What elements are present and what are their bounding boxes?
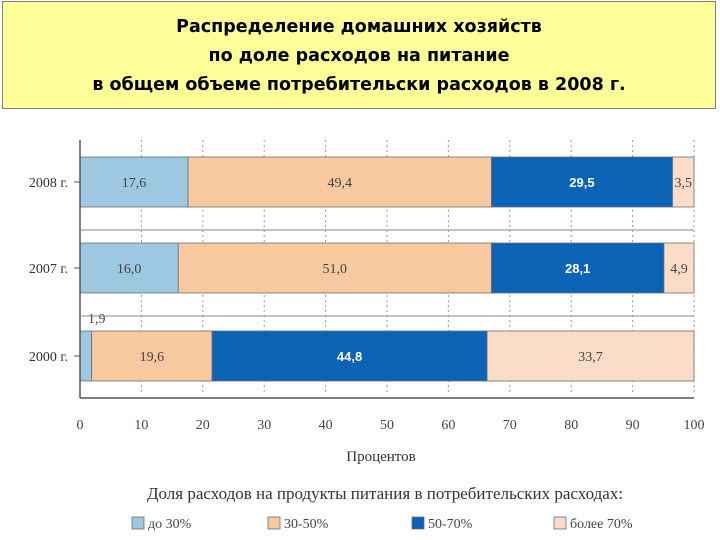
bar-segment (187, 156, 492, 208)
data-label: 51,0 (323, 262, 348, 277)
x-axis-title: Процентов (346, 449, 416, 465)
data-label: 44,8 (337, 349, 362, 364)
legend-label: более 70% (570, 517, 633, 532)
bar-segment (486, 330, 695, 382)
x-tick-label: 20 (196, 418, 210, 433)
legend-title: Доля расходов на продукты питания в потр… (147, 484, 623, 503)
bars: 17,6 49,4 29,5 3,5 16,0 51,0 28,1 4,9 1,9 19,6 44,… (79, 156, 695, 382)
data-label: 4,9 (670, 262, 688, 277)
legend-label: 30-50% (284, 517, 329, 532)
bar-segment (79, 242, 179, 294)
legend-swatch (131, 516, 145, 530)
bar-segment (211, 330, 488, 382)
x-tick-label: 0 (77, 418, 84, 433)
category-label: 2008 г. (29, 176, 68, 191)
bar-segment (663, 242, 695, 294)
x-tick-label: 100 (684, 418, 705, 433)
legend-swatch (553, 516, 567, 530)
data-label: 17,6 (122, 176, 147, 191)
x-tick-label: 40 (319, 418, 333, 433)
data-label: 29,5 (569, 175, 594, 190)
data-label: 3,5 (675, 176, 693, 191)
data-label: 28,1 (565, 261, 590, 276)
data-label: 16,0 (117, 262, 142, 277)
bar-segment (79, 156, 189, 208)
title-line-3: в общем объеме потребительски расходов в… (92, 75, 626, 95)
x-tick-label: 10 (134, 418, 148, 433)
category-label: 2007 г. (29, 262, 68, 277)
x-tick-label: 60 (441, 418, 455, 433)
data-label: 33,7 (578, 350, 603, 365)
legend-label: до 30% (148, 517, 192, 532)
x-tick-label: 80 (564, 418, 578, 433)
data-label: 19,6 (140, 350, 165, 365)
legend-swatch (411, 516, 425, 530)
legend-label: 50-70% (428, 517, 473, 532)
x-tick-label: 90 (626, 418, 640, 433)
title-line-2: по доле расходов на питание (208, 46, 510, 66)
bar-segment (91, 330, 213, 382)
bar-segment (672, 156, 695, 208)
bar-segment (79, 330, 93, 382)
data-label: 1,9 (88, 312, 106, 327)
title-line-1: Распределение домашних хозяйств (176, 17, 542, 37)
x-tick-label: 70 (503, 418, 517, 433)
data-label: 49,4 (327, 176, 352, 191)
x-tick-label: 30 (257, 418, 271, 433)
axes: 0 10 20 30 40 50 60 70 80 90 100 2008 г. 2007 г. 2000… (29, 140, 705, 433)
category-label: 2000 г. (29, 350, 68, 365)
legend-swatch (267, 516, 281, 530)
legend: до 30% 30-50% 50-70% более 70% (131, 516, 633, 532)
x-tick-label: 50 (380, 418, 394, 433)
bar-segment (177, 242, 492, 294)
title-banner: Распределение домашних хозяйств по доле … (2, 1, 716, 109)
bar-segment (490, 156, 673, 208)
